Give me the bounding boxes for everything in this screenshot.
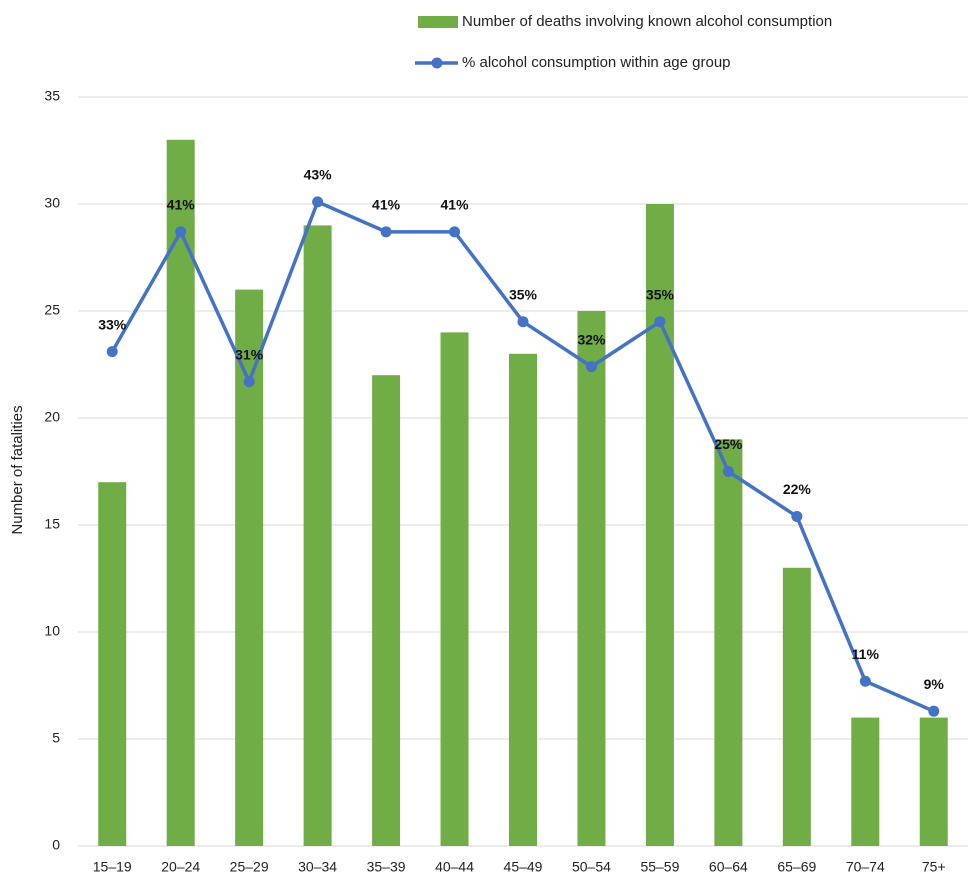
bar (98, 482, 127, 846)
x-tick-label: 65–69 (777, 859, 816, 875)
y-tick-label: 0 (52, 837, 60, 853)
line-point (312, 196, 324, 208)
data-label: 32% (577, 331, 606, 347)
data-label: 11% (852, 646, 880, 662)
line-point (243, 376, 255, 388)
line-point (585, 361, 597, 373)
line-point (791, 510, 803, 522)
y-tick-label: 35 (44, 88, 60, 104)
bar (235, 289, 264, 847)
x-tick-label: 70–74 (846, 859, 885, 875)
line-point (928, 705, 940, 717)
data-label: 41% (167, 197, 196, 213)
data-label: 35% (509, 286, 538, 302)
x-tick-label: 50–54 (572, 859, 611, 875)
x-tick-label: 25–29 (230, 859, 269, 875)
line-point (654, 316, 666, 328)
x-tick-label: 35–39 (367, 859, 406, 875)
data-label: 31% (235, 346, 264, 362)
x-tick-label: 20–24 (161, 859, 200, 875)
bar (782, 567, 811, 846)
line-point (517, 316, 529, 328)
data-label: 9% (924, 676, 945, 692)
x-tick-label: 75+ (922, 859, 946, 875)
data-label: 43% (304, 167, 333, 183)
x-tick-label: 15–19 (93, 859, 132, 875)
line-point (106, 346, 118, 358)
legend-label: % alcohol consumption within age group (462, 54, 731, 71)
x-tick-label: 55–59 (640, 859, 679, 875)
legend-label: Number of deaths involving known alcohol… (462, 13, 832, 30)
data-label: 25% (714, 436, 743, 452)
bar (509, 353, 537, 846)
y-tick-label: 5 (52, 730, 60, 746)
x-tick-label: 40–44 (435, 859, 474, 875)
line-point (380, 226, 392, 238)
bar (166, 139, 195, 847)
y-tick-label: 30 (44, 195, 60, 211)
data-label: 35% (646, 286, 675, 302)
legend-swatch (418, 16, 458, 28)
bar (372, 375, 401, 846)
line-point (722, 466, 734, 477)
x-tick-label: 45–49 (504, 859, 543, 875)
line-point (859, 675, 871, 687)
x-tick-label: 30–34 (298, 859, 337, 875)
bar (440, 332, 469, 846)
bar (919, 717, 948, 846)
y-tick-label: 25 (44, 302, 60, 318)
data-label: 22% (783, 481, 812, 497)
legend-marker (431, 57, 443, 69)
x-tick-label: 60–64 (709, 859, 748, 875)
bar (714, 439, 743, 846)
bar (645, 204, 674, 846)
line-point (449, 226, 461, 238)
bar (577, 311, 606, 846)
y-tick-label: 20 (44, 409, 60, 425)
data-label: 41% (441, 197, 470, 213)
bar (851, 717, 880, 846)
line-point (175, 226, 187, 238)
data-label: 41% (372, 197, 401, 213)
y-axis-title: Number of fatalities (9, 405, 26, 534)
y-tick-label: 10 (44, 623, 60, 639)
data-label: 33% (98, 316, 127, 332)
bar (303, 225, 332, 846)
y-tick-label: 15 (44, 516, 60, 532)
